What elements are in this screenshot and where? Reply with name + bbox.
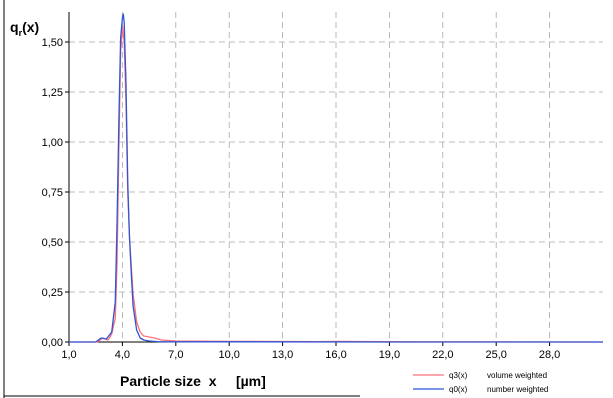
y-axis-label-main: q — [10, 19, 19, 35]
x-tick-label: 22,0 — [432, 349, 453, 361]
y-tick-label: 0,75 — [42, 187, 63, 199]
y-axis-label-subscript: r — [19, 28, 23, 38]
y-axis-label: qr(x) — [10, 19, 39, 38]
y-tick-label: 0,50 — [42, 237, 63, 249]
y-tick-label: 1,50 — [42, 37, 63, 49]
x-tick-label: 25,0 — [485, 349, 506, 361]
legend-desc-q0: number weighted — [487, 385, 548, 394]
x-tick-label: 13,0 — [272, 349, 293, 361]
legend-name-q0: q0(x) — [449, 385, 468, 394]
x-tick-label: 10,0 — [218, 349, 239, 361]
x-tick-label: 19,0 — [379, 349, 400, 361]
tick-labels: 1,0 4,0 7,0 10,0 13,0 16,0 19,0 22,0 25,0 28,0 0,0… — [42, 37, 561, 361]
series-line-q0 — [69, 13, 603, 343]
x-tick-label: 1,0 — [61, 349, 76, 361]
y-tick-label: 0,00 — [42, 337, 63, 349]
y-axis-label-suffix: (x) — [22, 19, 39, 35]
y-tick-label: 0,25 — [42, 287, 63, 299]
y-tick-label: 1,25 — [42, 87, 63, 99]
legend-name-q3: q3(x) — [449, 371, 468, 380]
x-axis-label: Particle size x [µm] — [120, 373, 266, 389]
legend-desc-q3: volume weighted — [487, 371, 547, 380]
x-tick-label: 28,0 — [539, 349, 560, 361]
x-tick-label: 16,0 — [325, 349, 346, 361]
y-tick-label: 1,00 — [42, 137, 63, 149]
series-lines — [69, 13, 604, 343]
x-tick-label: 7,0 — [168, 349, 183, 361]
legend: q3(x) volume weighted q0(x) number weigh… — [413, 371, 548, 394]
grid — [69, 12, 603, 342]
x-tick-label: 4,0 — [115, 349, 130, 361]
